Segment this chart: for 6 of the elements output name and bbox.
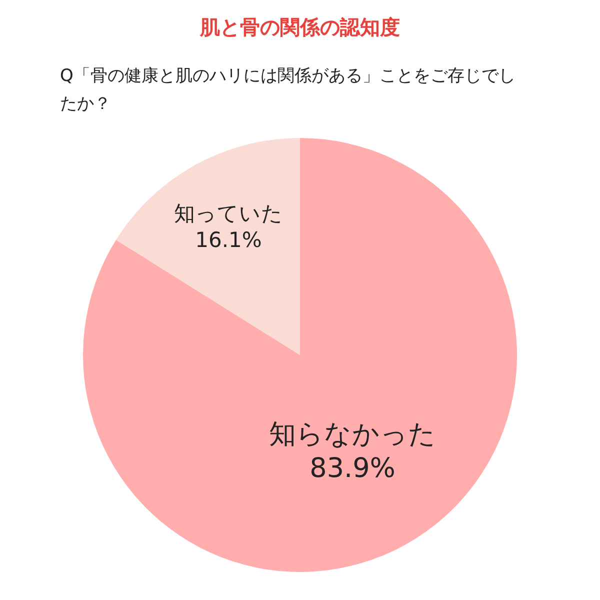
chart-title: 肌と骨の関係の認知度 [198,14,401,41]
slice-label: 知っていた [174,202,284,226]
data-label: 16.1% [195,228,262,252]
slice-label: 知らなかった [269,419,436,450]
chart-subtitle: Q「骨の健康と肌のハリには関係がある」ことをご存じでしたか？ [60,65,516,116]
data-label: 83.9% [310,452,396,484]
